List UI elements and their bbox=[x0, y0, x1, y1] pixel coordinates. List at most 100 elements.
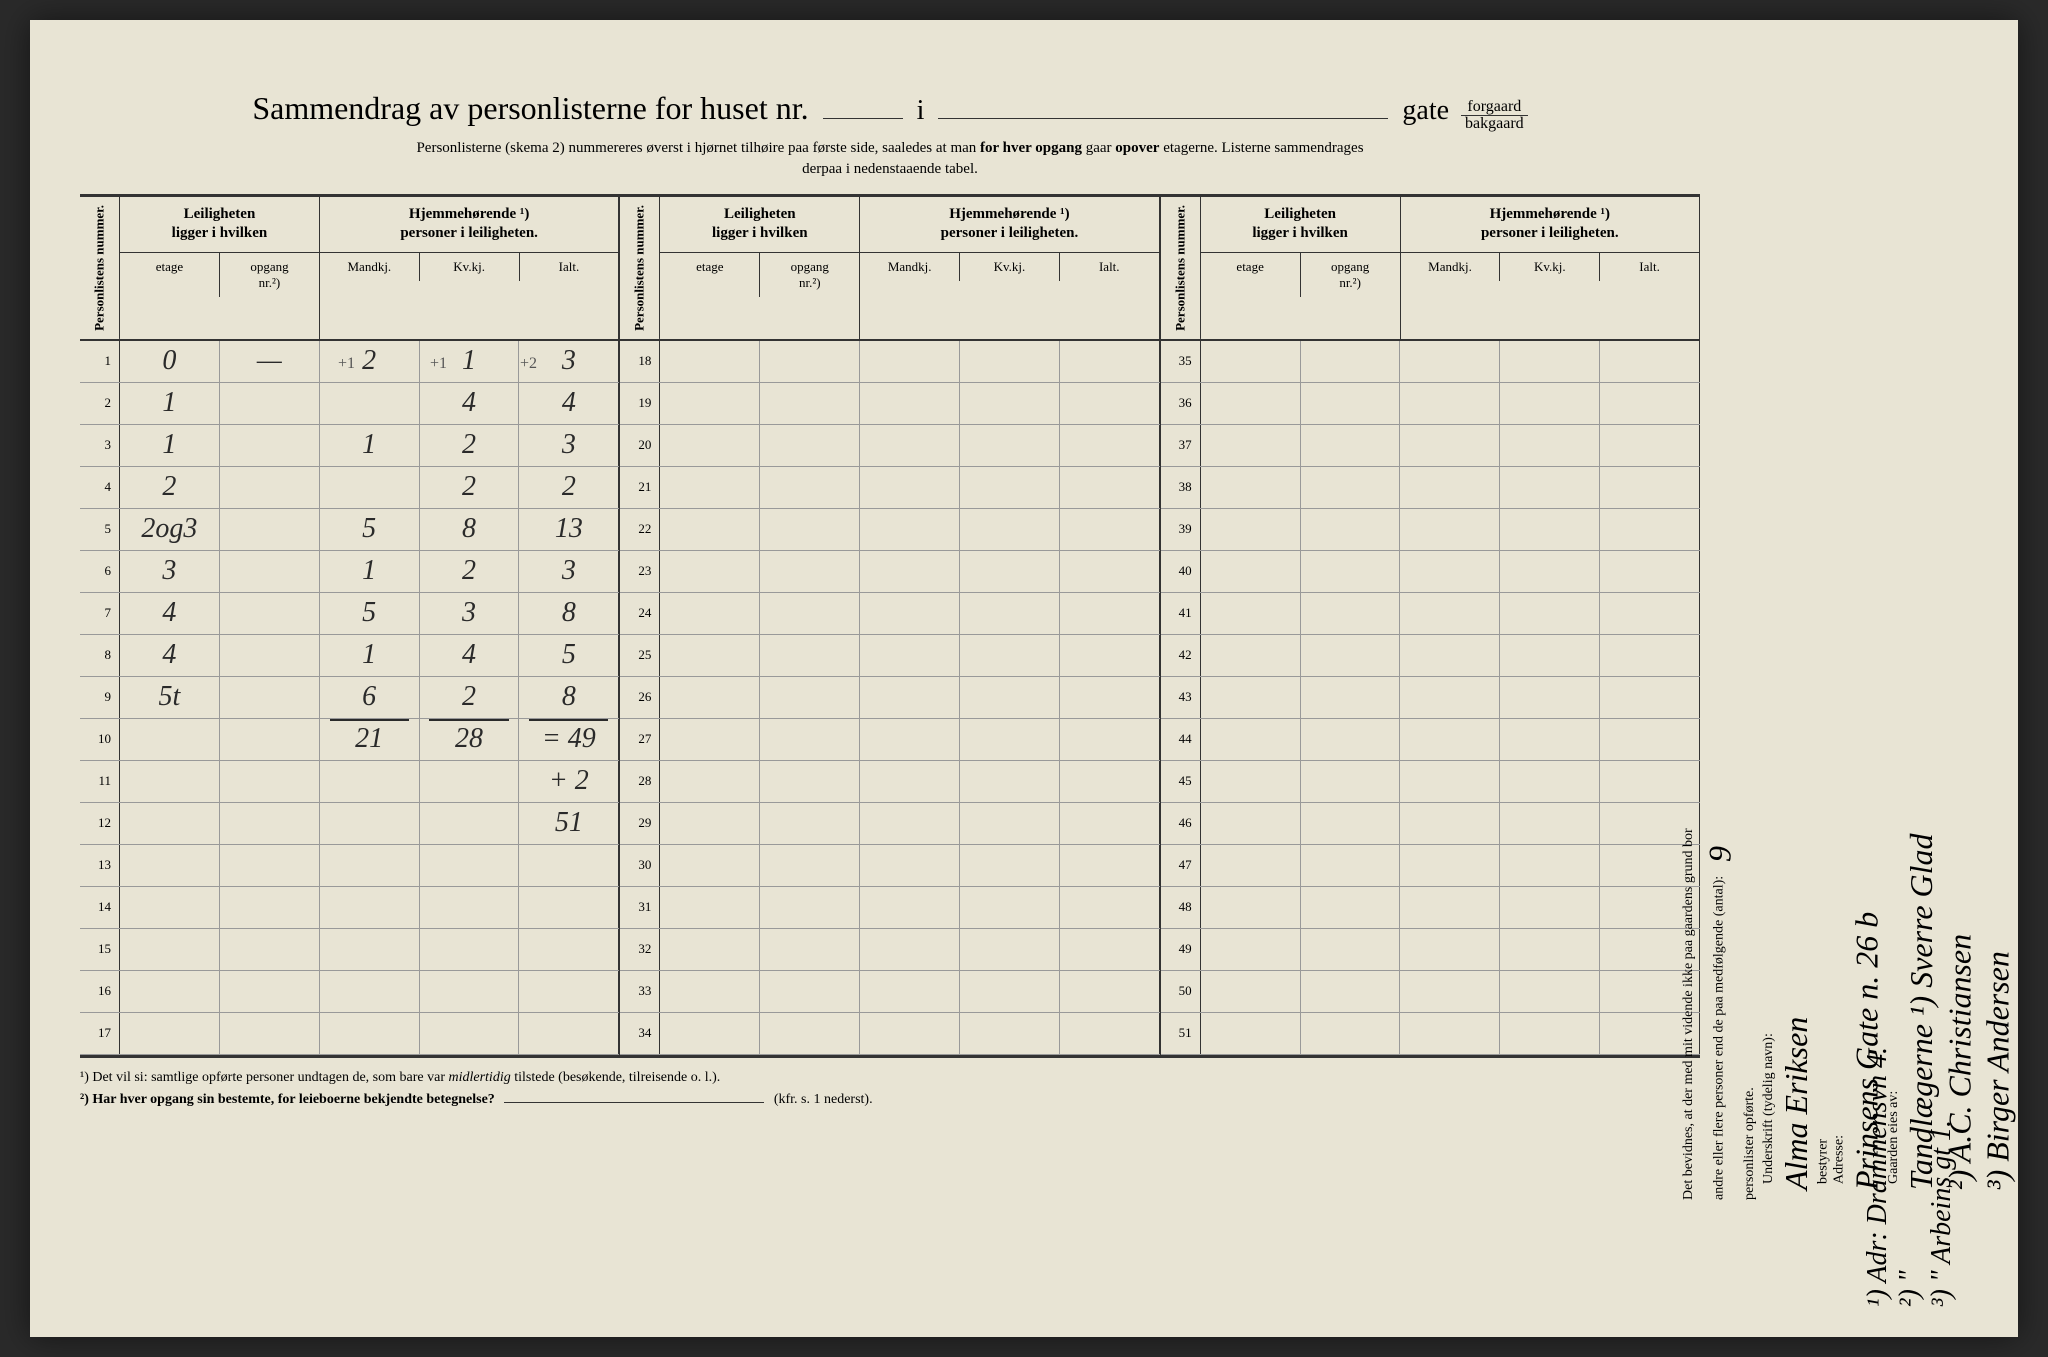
th-hjemme-title: Hjemmehørende ¹)personer i leiligheten. bbox=[320, 197, 618, 253]
cell-kvkj bbox=[960, 803, 1060, 844]
cell-etage bbox=[660, 593, 760, 634]
th-leilighet-title: Leilighetenligger i hvilken bbox=[1201, 197, 1400, 253]
cell-mandkj bbox=[1400, 845, 1500, 886]
cell-row-number: 28 bbox=[620, 761, 660, 802]
table-panel: Personlistens nummer.Leilighetenligger i… bbox=[1161, 197, 1700, 1055]
cell-opgang: — bbox=[220, 341, 320, 382]
table-panel: Personlistens nummer.Leilighetenligger i… bbox=[80, 197, 620, 1055]
th-etage: etage bbox=[1201, 253, 1301, 297]
cell-opgang bbox=[760, 845, 860, 886]
th-personlist: Personlistens nummer. bbox=[620, 197, 660, 339]
cell-row-number: 44 bbox=[1161, 719, 1201, 760]
hand-owner2: ²) A.C. Christiansen bbox=[1940, 110, 1978, 1190]
fn1-emph: midlertidig bbox=[448, 1070, 510, 1085]
cell-mandkj bbox=[860, 509, 960, 550]
cell-row-number: 48 bbox=[1161, 887, 1201, 928]
cell-row-number: 19 bbox=[620, 383, 660, 424]
cell-ialt bbox=[1060, 761, 1160, 802]
cell-etage: 0 bbox=[120, 341, 220, 382]
table-row: 1251 bbox=[80, 803, 619, 845]
cell-ialt bbox=[1060, 971, 1160, 1012]
table-row: 47 bbox=[1161, 845, 1700, 887]
cell-etage bbox=[1201, 593, 1301, 634]
cell-mandkj bbox=[320, 929, 420, 970]
table-row: 11+ 2 bbox=[80, 761, 619, 803]
cell-row-number: 50 bbox=[1161, 971, 1201, 1012]
cell-kvkj: 28 bbox=[420, 719, 520, 760]
cell-ialt bbox=[1060, 1013, 1160, 1054]
cell-opgang bbox=[1301, 509, 1401, 550]
cell-row-number: 47 bbox=[1161, 845, 1201, 886]
cell-row-number: 6 bbox=[80, 551, 120, 592]
cell-etage bbox=[660, 425, 760, 466]
th-group-hjemme: Hjemmehørende ¹)personer i leiligheten.M… bbox=[860, 197, 1159, 339]
label-bottom-adresse: Adresse: bbox=[2017, 100, 2018, 1184]
cell-mandkj bbox=[1400, 719, 1500, 760]
table-row: 35 bbox=[1161, 341, 1700, 383]
cell-kvkj bbox=[960, 551, 1060, 592]
cell-kvkj bbox=[960, 971, 1060, 1012]
subtitle2: derpaa i nedenstaaende tabel. bbox=[80, 161, 1700, 178]
table-header: Personlistens nummer.Leilighetenligger i… bbox=[80, 197, 619, 341]
cell-ialt bbox=[519, 887, 619, 928]
cell-etage bbox=[1201, 467, 1301, 508]
cell-row-number: 13 bbox=[80, 845, 120, 886]
cell-etage bbox=[1201, 761, 1301, 802]
cell-kvkj bbox=[960, 719, 1060, 760]
cell-etage: 1 bbox=[120, 383, 220, 424]
cell-mandkj bbox=[1400, 341, 1500, 382]
cell-opgang bbox=[760, 719, 860, 760]
cell-kvkj bbox=[1500, 761, 1600, 802]
cell-mandkj bbox=[1400, 593, 1500, 634]
cell-opgang bbox=[760, 551, 860, 592]
cell-etage bbox=[1201, 341, 1301, 382]
cell-opgang bbox=[760, 341, 860, 382]
table-row: 14 bbox=[80, 887, 619, 929]
table-row: 13 bbox=[80, 845, 619, 887]
cell-opgang bbox=[1301, 761, 1401, 802]
cell-row-number: 30 bbox=[620, 845, 660, 886]
table-row: 19 bbox=[620, 383, 1159, 425]
cell-row-number: 15 bbox=[80, 929, 120, 970]
handwritten-annotation: +1 bbox=[430, 355, 447, 373]
cell-mandkj bbox=[860, 887, 960, 928]
th-leilighet-title: Leilighetenligger i hvilken bbox=[660, 197, 859, 253]
cell-etage bbox=[660, 1013, 760, 1054]
cell-row-number: 1 bbox=[80, 341, 120, 382]
cell-kvkj bbox=[1500, 425, 1600, 466]
cell-opgang bbox=[1301, 551, 1401, 592]
th-personlist: Personlistens nummer. bbox=[1161, 197, 1201, 339]
sidebar-attest-3: personlister opførte. bbox=[1739, 120, 1761, 1200]
cell-opgang bbox=[220, 803, 320, 844]
bottom-addr1: ¹) Adr: Drammensvn 4. bbox=[1862, 1047, 1894, 1307]
cell-etage bbox=[1201, 971, 1301, 1012]
cell-mandkj: 1 bbox=[320, 425, 420, 466]
cell-ialt bbox=[1060, 467, 1160, 508]
fn2-blank bbox=[504, 1102, 764, 1103]
cell-mandkj bbox=[860, 971, 960, 1012]
table-row: 20 bbox=[620, 425, 1159, 467]
table-row: 46 bbox=[1161, 803, 1700, 845]
cell-opgang bbox=[760, 929, 860, 970]
th-etage: etage bbox=[660, 253, 760, 297]
cell-kvkj bbox=[960, 593, 1060, 634]
table-row: 39 bbox=[1161, 509, 1700, 551]
cell-row-number: 46 bbox=[1161, 803, 1201, 844]
cell-kvkj: 2 bbox=[420, 425, 520, 466]
table-row: 48 bbox=[1161, 887, 1700, 929]
th-etage: etage bbox=[120, 253, 220, 297]
table-row: 28 bbox=[620, 761, 1159, 803]
cell-row-number: 7 bbox=[80, 593, 120, 634]
cell-ialt: 3 bbox=[519, 551, 619, 592]
table-row: 102128= 49 bbox=[80, 719, 619, 761]
cell-mandkj: 1 bbox=[320, 635, 420, 676]
cell-ialt bbox=[1060, 677, 1160, 718]
cell-mandkj bbox=[1400, 677, 1500, 718]
table-row: 37 bbox=[1161, 425, 1700, 467]
cell-kvkj bbox=[960, 845, 1060, 886]
cell-etage bbox=[1201, 551, 1301, 592]
cell-row-number: 45 bbox=[1161, 761, 1201, 802]
cell-kvkj: 2 bbox=[420, 467, 520, 508]
cell-kvkj: 8 bbox=[420, 509, 520, 550]
cell-etage bbox=[1201, 1013, 1301, 1054]
